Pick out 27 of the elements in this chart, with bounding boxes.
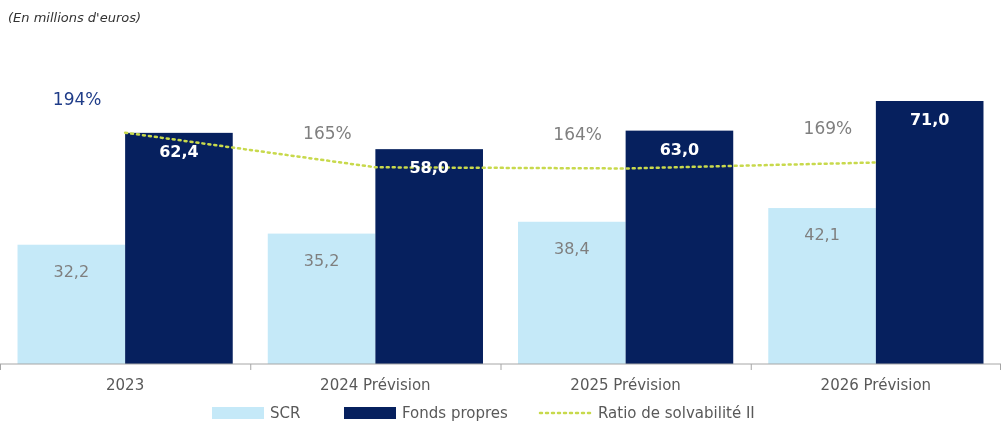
data-label: 62,4 (159, 141, 199, 161)
x-tick-label: 2023 (106, 376, 145, 394)
chart-subtitle: (En millions d'euros) (8, 10, 142, 25)
bar (768, 208, 876, 364)
bar (875, 101, 984, 364)
data-label: 194% (52, 88, 102, 109)
bar (267, 233, 376, 364)
bar (518, 221, 626, 364)
legend-label: Fonds propres (402, 404, 509, 422)
data-label: 71,0 (909, 110, 950, 129)
x-tick-label: 2024 Prévision (320, 376, 431, 394)
data-label: 164% (553, 124, 602, 145)
legend-label: SCR (270, 404, 301, 422)
bar (17, 244, 126, 364)
data-label: 35,2 (303, 250, 340, 270)
data-label: 32,2 (53, 261, 90, 281)
data-label: 169% (803, 118, 853, 139)
x-tick-label: 2026 Prévision (820, 376, 932, 394)
bar (625, 130, 734, 364)
data-label: 42,1 (804, 225, 840, 245)
legend-label: Ratio de solvabilité II (598, 404, 755, 422)
data-label: 165% (303, 123, 352, 144)
data-label: 63,0 (659, 139, 700, 159)
bar (125, 132, 233, 364)
bar (375, 149, 483, 364)
data-label: 38,4 (554, 238, 590, 258)
x-tick-label: 2025 Prévision (570, 376, 681, 394)
